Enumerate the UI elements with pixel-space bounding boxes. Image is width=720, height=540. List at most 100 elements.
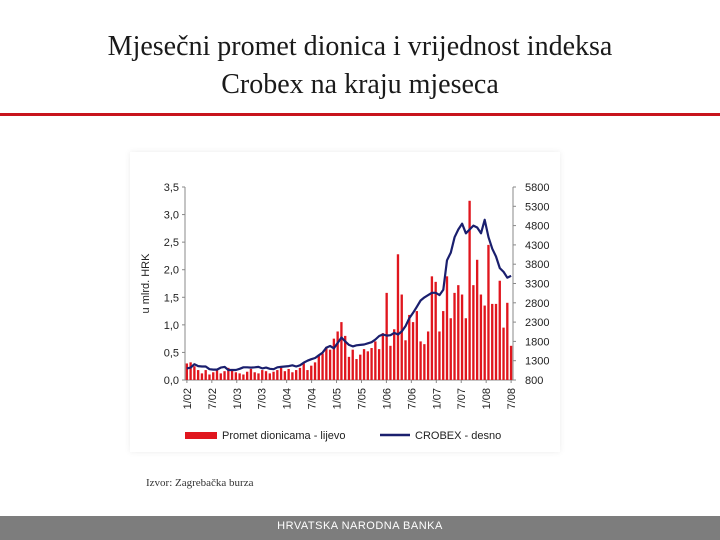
x-tick-label: 1/05 (332, 388, 344, 409)
bar (208, 374, 211, 380)
bar (313, 362, 317, 380)
left-tick-label: 1,0 (164, 320, 179, 332)
bar (212, 372, 215, 380)
bar (249, 368, 253, 380)
bar (189, 362, 192, 380)
right-tick-label: 2800 (525, 298, 549, 310)
bar (453, 292, 456, 380)
bar (283, 371, 287, 380)
slide-title: Mjesečni promet dionica i vrijednost ind… (0, 28, 720, 104)
right-tick-label: 5800 (525, 182, 549, 194)
bar (468, 200, 471, 380)
bar (200, 373, 204, 380)
bar (257, 373, 260, 380)
right-tick-label: 4300 (525, 240, 549, 252)
bar (340, 322, 343, 380)
combo-chart: 0,0 0,5 1,0 1,5 2,0 2,5 3,0 3,5 800 1300 1800 2300 2… (140, 182, 549, 442)
x-tick-label: 1/08 (481, 388, 493, 409)
bar (464, 318, 468, 380)
bar (204, 370, 207, 380)
bar (215, 368, 219, 380)
bar (475, 259, 479, 380)
bar (230, 368, 234, 380)
x-tick-label: 7/06 (406, 388, 418, 409)
x-tick-label: 7/02 (207, 388, 219, 409)
bar (498, 280, 501, 380)
bar (445, 276, 449, 380)
x-tick-label: 7/05 (356, 388, 368, 409)
x-tick-label: 1/03 (232, 388, 244, 409)
bar (276, 370, 279, 380)
right-tick-label: 3800 (525, 259, 549, 271)
bar (272, 371, 275, 380)
bar (389, 345, 392, 380)
bar (351, 349, 354, 380)
slide-title-line2: Crobex na kraju mjeseca (221, 69, 499, 100)
bar (344, 335, 347, 380)
bar (242, 374, 245, 380)
left-tick-label: 1,5 (164, 292, 179, 304)
slide-title-line1: Mjesečni promet dionica i vrijednost ind… (107, 31, 613, 62)
bar (287, 368, 290, 380)
bar (396, 254, 400, 380)
bar (415, 311, 418, 380)
bar (264, 371, 268, 380)
bar (423, 344, 426, 380)
bar (411, 322, 415, 380)
bar (408, 314, 411, 380)
bar (362, 349, 366, 380)
left-tick-label: 2,5 (164, 237, 179, 249)
bar (310, 365, 313, 380)
bar (457, 285, 460, 380)
bar (336, 331, 339, 380)
bar (253, 372, 256, 380)
legend-label-promet: Promet dionicama - lijevo (222, 430, 346, 442)
bar (393, 329, 396, 380)
bar (400, 294, 403, 380)
bar (491, 303, 494, 380)
bar (185, 363, 189, 380)
bar (366, 351, 369, 380)
bar (321, 353, 324, 380)
left-axis-title: u mlrd. HRK (140, 253, 152, 314)
bar (291, 372, 294, 380)
source-note: Izvor: Zagrebačka burza (146, 477, 254, 489)
right-tick-label: 5300 (525, 201, 549, 213)
x-tick-label: 1/04 (282, 388, 294, 409)
right-tick-label: 1300 (525, 356, 549, 368)
bar (404, 340, 407, 380)
bar (227, 367, 230, 380)
bar (506, 302, 509, 380)
x-tick-label: 1/02 (182, 388, 194, 409)
bar (317, 355, 320, 380)
x-tick-label: 1/07 (431, 388, 443, 409)
bar (483, 305, 486, 380)
left-tick-label: 0,5 (164, 347, 179, 359)
crobex-line (186, 218, 512, 372)
x-tick-label: 7/08 (506, 388, 518, 409)
left-tick-label: 0,0 (164, 375, 179, 387)
bar (246, 371, 249, 380)
bar (298, 367, 302, 380)
x-tick-label: 7/04 (307, 388, 319, 409)
left-tick-label: 3,5 (164, 182, 179, 194)
bar (460, 294, 464, 380)
bar (449, 318, 452, 380)
bar (438, 331, 441, 380)
bar (234, 372, 238, 380)
bar (442, 311, 445, 380)
bar (381, 333, 385, 380)
right-tick-label: 3300 (525, 279, 549, 291)
bar (193, 366, 196, 380)
bar (295, 370, 298, 380)
bar (370, 348, 373, 380)
bar (509, 345, 513, 380)
bar (325, 346, 328, 380)
bar (328, 349, 332, 380)
bar (347, 356, 351, 380)
bar (479, 294, 483, 380)
bar (487, 244, 490, 380)
bar (434, 281, 437, 380)
bar (426, 331, 430, 380)
x-tick-label: 7/07 (456, 388, 468, 409)
